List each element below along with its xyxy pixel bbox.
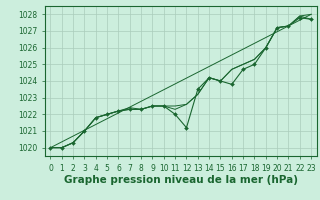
- X-axis label: Graphe pression niveau de la mer (hPa): Graphe pression niveau de la mer (hPa): [64, 175, 298, 185]
